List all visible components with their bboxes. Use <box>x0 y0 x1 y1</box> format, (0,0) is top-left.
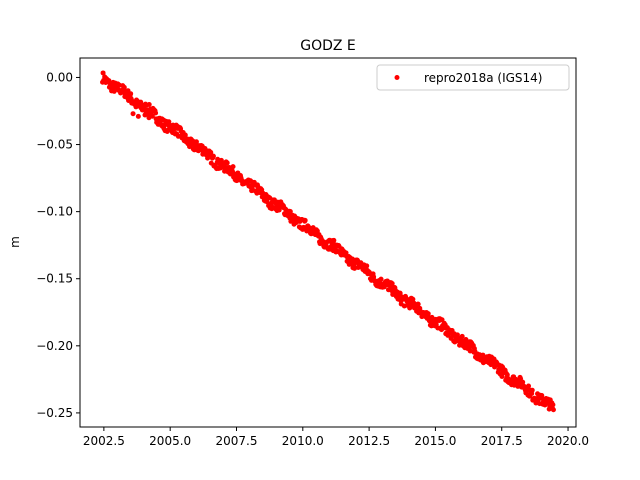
data-point <box>111 88 117 94</box>
data-point <box>121 84 127 90</box>
data-point <box>454 332 460 338</box>
y-axis-label: m <box>8 236 22 248</box>
legend-box <box>376 64 570 91</box>
data-point <box>504 372 510 378</box>
y-tick-label: 0.00 <box>46 70 73 84</box>
data-point <box>499 373 505 379</box>
y-tick-label: −0.15 <box>36 272 73 286</box>
data-point <box>480 352 486 358</box>
data-point <box>302 217 308 223</box>
x-tick-label: 2005.0 <box>149 434 191 448</box>
data-point <box>142 112 148 118</box>
y-tick-label: −0.10 <box>36 205 73 219</box>
plot-frame <box>79 57 577 428</box>
data-point <box>135 113 141 119</box>
x-tick-label: 2002.5 <box>83 434 125 448</box>
data-point <box>130 111 136 117</box>
data-point <box>146 101 152 107</box>
data-point <box>529 387 535 393</box>
data-point <box>520 379 526 385</box>
data-point <box>397 290 403 296</box>
data-point <box>224 160 230 166</box>
data-point <box>378 276 384 282</box>
legend: repro2018a (IGS14) <box>376 64 570 91</box>
data-point <box>193 139 199 145</box>
x-tick-label: 2007.5 <box>215 434 257 448</box>
data-point <box>425 311 431 317</box>
data-point <box>389 281 395 287</box>
y-axis-ticks: 0.00 −0.05 −0.10 −0.15 −0.20 −0.25 <box>36 70 80 420</box>
data-point <box>526 383 532 389</box>
x-tick-label: 2015.0 <box>414 434 456 448</box>
data-point <box>550 402 556 408</box>
y-tick-label: −0.05 <box>36 138 73 152</box>
data-point <box>230 164 236 170</box>
legend-marker <box>394 75 400 80</box>
data-point <box>146 115 152 121</box>
data-point <box>331 237 337 243</box>
y-tick-label: −0.25 <box>36 406 73 420</box>
data-point <box>550 407 556 413</box>
y-tick-label: −0.20 <box>36 339 73 353</box>
data-point <box>415 301 421 307</box>
data-point <box>459 333 465 339</box>
data-point <box>100 70 106 76</box>
data-point <box>182 132 188 138</box>
data-point <box>153 110 159 116</box>
x-tick-label: 2010.0 <box>282 434 324 448</box>
chart-title: GODZ E <box>300 38 356 54</box>
data-point <box>410 296 416 302</box>
x-axis-ticks: 2002.5 2005.0 2007.5 2010.0 2012.5 2015.0 2017… <box>83 427 589 448</box>
legend-label: repro2018a (IGS14) <box>424 71 542 85</box>
data-points <box>100 70 556 413</box>
x-tick-label: 2020.0 <box>547 434 589 448</box>
data-point <box>210 153 216 159</box>
data-point <box>364 263 370 269</box>
x-tick-label: 2017.5 <box>481 434 523 448</box>
x-tick-label: 2012.5 <box>348 434 390 448</box>
data-point <box>128 91 134 97</box>
data-point <box>205 155 211 161</box>
